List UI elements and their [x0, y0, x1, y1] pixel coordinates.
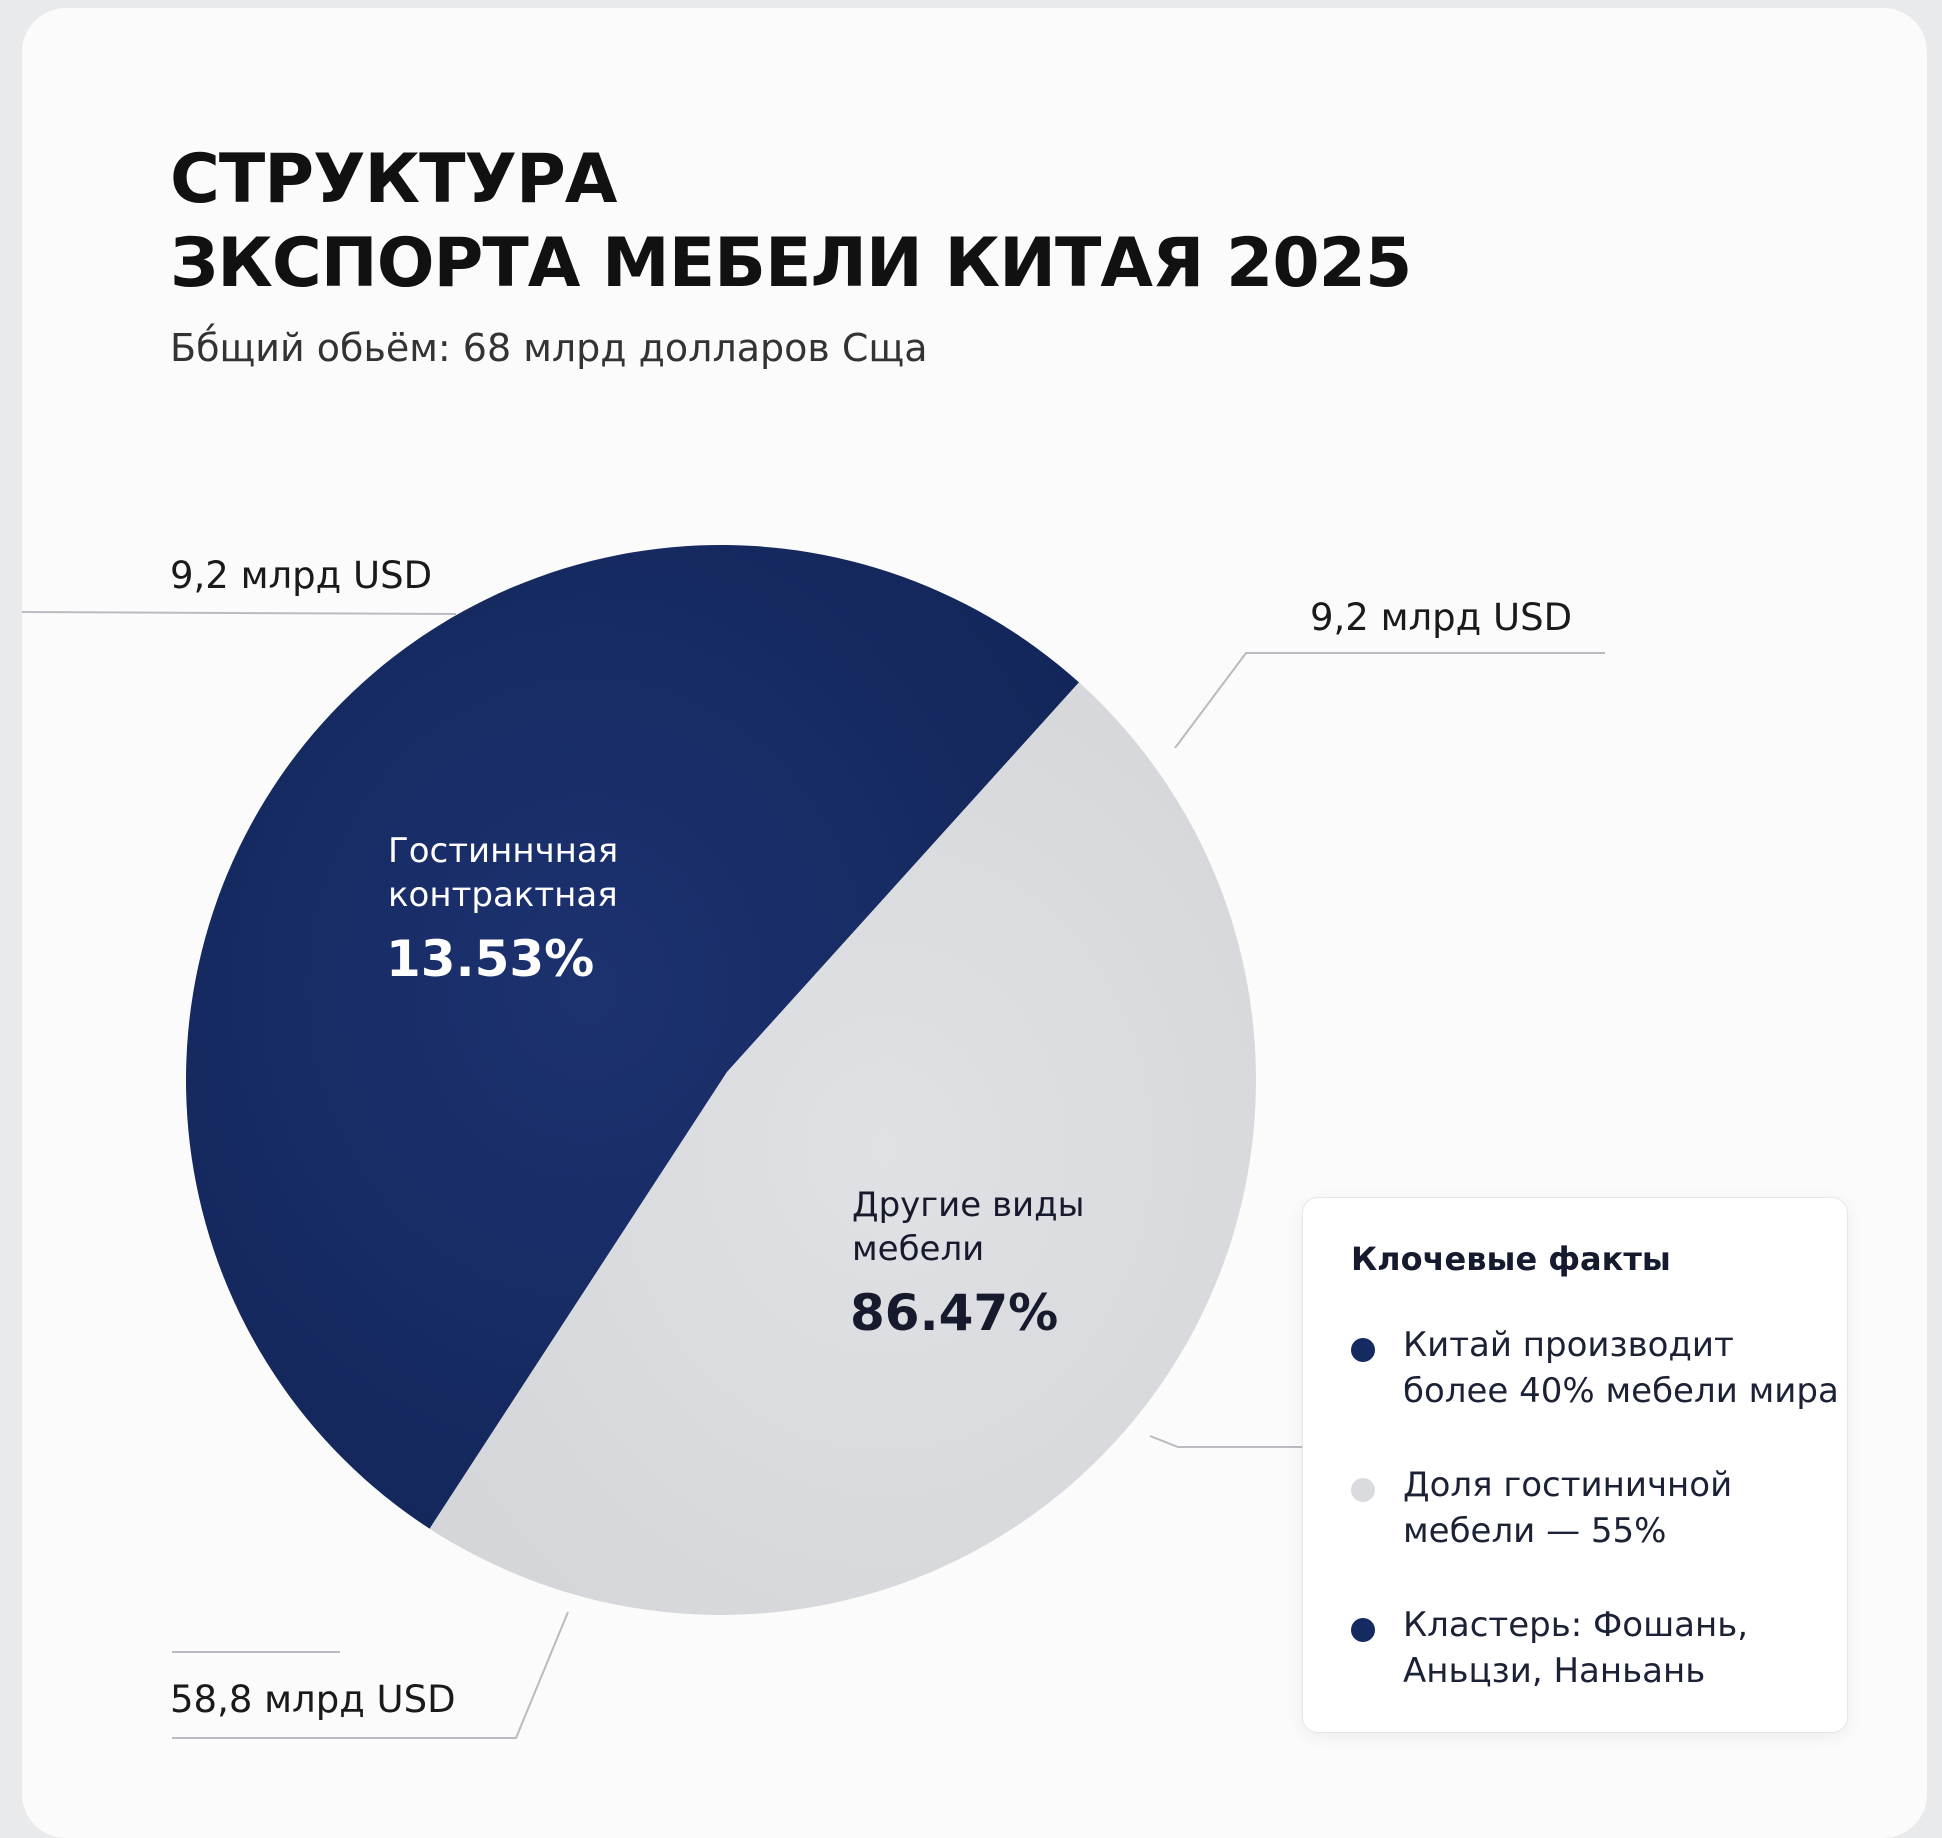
fact-item-1-line-2: более 40% мебели мира — [1403, 1371, 1839, 1411]
callout-leader-line-4 — [172, 1611, 569, 1739]
chart-title: СТРУКТУРА ЗКСПОРТА МЕБЕЛИ КИТАЯ 2025 — [170, 138, 1412, 306]
gray-bullet-icon — [1351, 1478, 1375, 1502]
fact-item: Доля гостиничной мебели — 55% — [1351, 1462, 1847, 1554]
chart-title-line-1: СТРУКТУРА — [170, 140, 617, 219]
fact-item-2-line-2: мебели — 55% — [1403, 1511, 1667, 1551]
key-facts-title: Клочевые факты — [1351, 1240, 1671, 1278]
fact-item-1-line-1: Китай производит — [1403, 1325, 1734, 1365]
callout-label-3: 58,8 млрд USD — [170, 1678, 456, 1721]
slice-label-hotel-line-1: Гостиннчная — [388, 831, 618, 871]
chart-title-line-2: ЗКСПОРТА МЕБЕЛИ КИТАЯ 2025 — [170, 224, 1412, 303]
slice-label-hotel-line-2: контрактная — [388, 875, 618, 915]
fact-item: Китай производит более 40% мебели мира — [1351, 1322, 1847, 1414]
callout-leader-line-3 — [1149, 1435, 1302, 1448]
fact-item-3-line-2: Аньцзи, Наньань — [1403, 1651, 1706, 1691]
chart-subtitle: Бб́щий обьём: 68 млрд долларов Сща — [170, 326, 928, 370]
key-facts-panel: Клочевые факты Китай производит более 40… — [1302, 1197, 1848, 1733]
fact-item: Кластерь: Фошань, Аньцзи, Наньань — [1351, 1602, 1847, 1694]
callout-leader-line-1 — [21, 611, 457, 615]
fact-item-3-line-1: Кластерь: Фошань, — [1403, 1605, 1749, 1645]
navy-bullet-icon — [1351, 1338, 1375, 1362]
slice-label-other-line-1: Другие виды — [852, 1185, 1084, 1225]
fact-item-2-line-1: Доля гостиничной — [1403, 1465, 1733, 1505]
slice-percent-other: 86.47% — [850, 1284, 1058, 1342]
slice-label-other-line-2: мебели — [852, 1229, 984, 1269]
pie-slice-hotel-contract — [186, 545, 1079, 1529]
slice-percent-hotel: 13.53% — [386, 930, 594, 988]
navy-bullet-icon — [1351, 1618, 1375, 1642]
pie-slice-other-furniture — [429, 682, 1257, 1616]
callout-leader-line-2 — [1174, 652, 1605, 749]
callout-label-2: 9,2 млрд USD — [1310, 596, 1572, 639]
callout-label-1: 9,2 млрд USD — [170, 554, 432, 597]
